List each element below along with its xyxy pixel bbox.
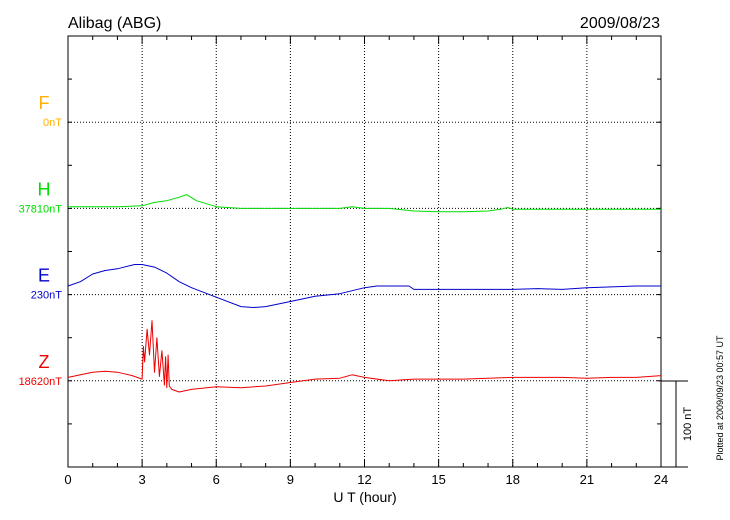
x-tick-label: 21	[580, 472, 594, 487]
scale-bar: 100 nT	[661, 380, 694, 468]
component-label-z: Z	[39, 352, 50, 372]
x-tick-label: 15	[431, 472, 445, 487]
x-tick-label: 0	[64, 472, 71, 487]
scale-bar-label: 100 nT	[682, 407, 694, 442]
component-label-e: E	[38, 266, 50, 286]
x-tick-label: 18	[506, 472, 520, 487]
x-tick-label: 24	[654, 472, 668, 487]
series-line-h	[68, 194, 661, 213]
x-tick-label: 9	[287, 472, 294, 487]
axis-ticks	[67, 36, 662, 467]
grid-lines	[68, 36, 661, 467]
x-tick-labels: 0 3 6 9 12 15 18 21 24	[64, 472, 668, 487]
x-tick-label: 12	[357, 472, 371, 487]
station-title: Alibag (ABG)	[68, 15, 161, 32]
series-line-z	[67, 320, 662, 393]
baseline-value-h: 37810nT	[19, 203, 63, 215]
x-axis-label: U T (hour)	[333, 489, 396, 505]
x-tick-label: 3	[139, 472, 146, 487]
baseline-value-f: 0nT	[43, 117, 62, 129]
component-label-f: F	[39, 93, 50, 113]
series-lines	[67, 194, 662, 393]
plotted-timestamp: Plotted at 2009/09/23 00:57 UT	[715, 335, 725, 461]
component-label-h: H	[38, 179, 51, 199]
component-labels: F 0nT H 37810nT E 230nT Z 18620nT	[19, 93, 63, 388]
baseline-value-e: 230nT	[31, 290, 62, 302]
x-tick-label: 6	[213, 472, 220, 487]
series-line-e	[67, 264, 661, 308]
date-title: 2009/08/23	[580, 15, 660, 32]
baseline-value-z: 18620nT	[19, 376, 63, 388]
